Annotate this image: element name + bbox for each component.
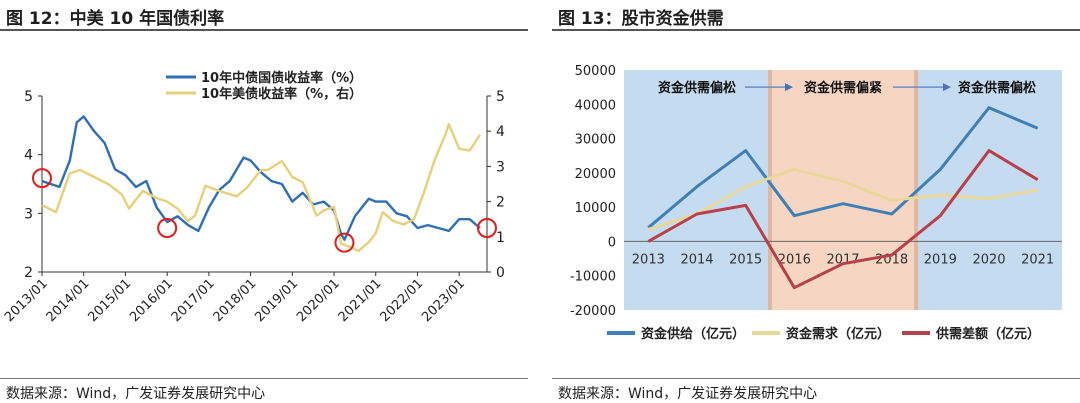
figure-13-top-rule: [552, 29, 1080, 31]
us-10y-yield-line: [41, 122, 482, 253]
shaded-region-2: [770, 70, 916, 310]
shaded-region-1: [624, 70, 770, 310]
legend-label: 10年中债国债收益率（%）: [201, 70, 362, 86]
y-tick-label: 0: [608, 235, 616, 250]
region-boundary: [768, 70, 772, 310]
region-label: 资金供需偏松: [658, 80, 736, 96]
x-category-label: 2014: [680, 252, 713, 267]
x-tick-label: 2015/01: [85, 276, 134, 325]
right-y-tick-label: 2: [496, 195, 505, 211]
figure-12-title: 图 12：中美 10 年国债利率: [6, 9, 225, 29]
supply-demand-gap-line: [647, 149, 1039, 290]
right-y-tick-label: 0: [496, 265, 505, 281]
left-y-tick-label: 3: [24, 206, 33, 222]
y-tick-label: 10000: [575, 201, 616, 216]
x-tick-label: 2018/01: [211, 276, 260, 325]
x-tick-label: 2021/01: [336, 276, 385, 325]
red-circle-marker: [334, 232, 355, 253]
funding-supply-line: [647, 106, 1039, 229]
figure-13-panel: 图 13：股市资金供需 50000 40000 30000 20000 10000 0 -1…: [552, 0, 1080, 403]
x-tick-label: 2020/01: [294, 276, 343, 325]
x-tick-label: 2019/01: [252, 276, 301, 325]
figure-13-title: 图 13：股市资金供需: [558, 9, 724, 29]
figure-12-panel: 图 12：中美 10 年国债利率 2 3 4 5 0 1 2 3 4 5 2013/01 2014/0…: [0, 0, 528, 403]
right-y-tick-label: 3: [496, 159, 505, 175]
red-circle-marker: [32, 168, 52, 189]
x-tick-label: 2017/01: [169, 276, 218, 325]
left-y-tick-label: 5: [24, 89, 33, 105]
legend-label: 资金需求（亿元）: [786, 326, 890, 342]
red-circle-marker: [477, 218, 497, 238]
right-y-tick-label: 4: [496, 124, 505, 140]
x-category-label: 2015: [729, 252, 762, 267]
figure-12-top-rule: [0, 29, 528, 31]
left-y-tick-label: 2: [24, 265, 33, 281]
figure-13-source: 数据来源：Wind，广发证券发展研究中心: [558, 386, 818, 402]
y-tick-label: 50000: [575, 64, 616, 79]
legend-label: 10年美债收益率（%，右）: [201, 86, 362, 102]
x-tick-label: 2016/01: [127, 276, 176, 325]
shaded-region-3: [916, 70, 1062, 310]
legend-label: 资金供给（亿元）: [641, 326, 745, 342]
figure-12-source: 数据来源：Wind，广发证券发展研究中心: [6, 386, 266, 402]
x-tick-label: 2013/01: [2, 276, 51, 325]
y-tick-label: 40000: [575, 98, 616, 113]
y-tick-label: -10000: [570, 270, 616, 285]
funding-demand-line: [647, 167, 1038, 231]
region-arrow-head: [943, 83, 951, 92]
x-tick-label: 2022/01: [377, 276, 426, 325]
y-tick-label: 20000: [575, 167, 616, 182]
x-category-label: 2013: [632, 252, 665, 267]
y-tick-label: -20000: [570, 304, 616, 319]
x-tick-label: 2014/01: [44, 276, 93, 325]
x-tick-label: 2023/01: [419, 276, 468, 325]
figure-13-bottom-rule: [552, 378, 1080, 379]
region-label: 资金供需偏松: [958, 80, 1036, 96]
x-category-label: 2020: [972, 252, 1005, 267]
x-category-label: 2016: [778, 252, 811, 267]
region-label: 资金供需偏紧: [804, 80, 882, 96]
cn-10y-yield-line: [41, 115, 481, 241]
left-y-tick-label: 4: [24, 148, 33, 164]
right-y-tick-label: 1: [496, 230, 505, 246]
region-arrow-head: [785, 83, 793, 92]
figure-13-chart: 50000 40000 30000 20000 10000 0 -10000 -20000 20…: [570, 64, 1062, 342]
right-y-tick-label: 5: [496, 89, 505, 105]
x-category-label: 2021: [1021, 252, 1054, 267]
y-tick-label: 30000: [575, 133, 616, 148]
figure-12-chart: 23450123452013/012014/012015/012016/0120…: [2, 70, 505, 325]
red-circle-marker: [157, 218, 178, 238]
figure-12-bottom-rule: [0, 378, 528, 379]
x-category-label: 2019: [924, 252, 957, 267]
legend-label: 供需差额（亿元）: [935, 326, 1040, 342]
